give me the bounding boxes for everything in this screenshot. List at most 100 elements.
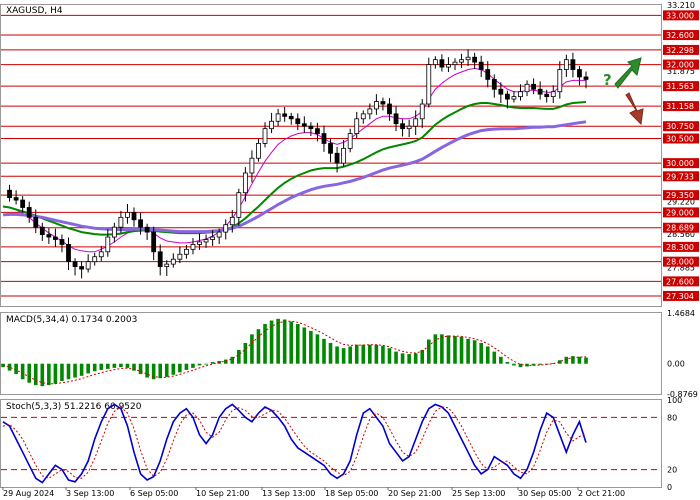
level-badge: 32.298 xyxy=(663,44,699,55)
candle xyxy=(308,122,314,137)
candle xyxy=(7,184,12,202)
candle xyxy=(46,228,52,244)
candle xyxy=(98,245,104,262)
macd-bar xyxy=(531,363,536,366)
level-badge: 28.300 xyxy=(663,241,699,252)
x-tick-label: 30 Sep 05:00 xyxy=(518,489,571,498)
macd-bar xyxy=(158,363,163,379)
macd-bar xyxy=(112,363,117,368)
macd-bar xyxy=(269,320,274,364)
macd-bar xyxy=(374,344,379,364)
candle xyxy=(537,81,543,100)
candle xyxy=(387,98,392,121)
level-badge: 30.500 xyxy=(663,133,699,144)
candle xyxy=(59,234,65,253)
macd-bar xyxy=(145,363,149,378)
candle xyxy=(256,138,261,162)
macd-bar xyxy=(60,363,64,381)
macd-bar xyxy=(20,363,25,380)
candle xyxy=(550,85,556,104)
x-tick-label: 29 Aug 2024 xyxy=(3,489,54,498)
macd-bar xyxy=(125,363,130,368)
level-badge: 28.000 xyxy=(663,256,699,267)
macd-bar xyxy=(73,363,77,378)
macd-bar xyxy=(14,363,18,375)
candle xyxy=(406,119,412,138)
macd-bar xyxy=(53,363,58,384)
macd-bar xyxy=(132,363,136,371)
candle xyxy=(563,54,569,77)
macd-bar xyxy=(178,363,182,373)
macd-bar xyxy=(263,323,267,364)
candle xyxy=(269,112,274,134)
macd-bar xyxy=(394,351,398,364)
macd-bar xyxy=(276,318,280,364)
candle xyxy=(197,233,202,250)
candle xyxy=(105,229,111,257)
candle xyxy=(419,99,425,129)
candle xyxy=(177,246,183,264)
candle xyxy=(216,228,222,244)
macd-bar xyxy=(99,363,104,370)
macd-bar xyxy=(459,336,464,364)
moving-average-line xyxy=(2,101,587,236)
candle xyxy=(478,55,484,77)
macd-bar xyxy=(223,359,228,364)
candle xyxy=(459,53,464,69)
macd-panel-title: MACD(5,34,4) 0.1734 0.2003 xyxy=(6,315,137,325)
candle xyxy=(360,110,366,124)
macd-bar xyxy=(328,342,333,364)
macd-bar xyxy=(426,339,431,364)
level-badge-label: 28.689 xyxy=(666,224,694,233)
macd-bar xyxy=(564,356,569,364)
macd-bar xyxy=(66,363,71,380)
candle xyxy=(92,252,98,266)
candle xyxy=(518,84,523,101)
candle xyxy=(242,167,248,202)
macd-bar xyxy=(335,346,339,364)
level-badge-label: 30.000 xyxy=(666,159,694,168)
level-badge-label: 29.733 xyxy=(666,172,694,181)
candle xyxy=(491,74,497,98)
macd-bar xyxy=(92,363,97,372)
level-badge-label: 29.000 xyxy=(666,208,694,217)
level-badge: 31.158 xyxy=(663,101,699,112)
price-panel-title: XAGUSD, H4 xyxy=(6,6,63,16)
candle xyxy=(249,150,255,183)
up-arrow-icon xyxy=(614,57,642,89)
level-badge-label: 31.563 xyxy=(666,82,694,91)
macd-bar xyxy=(492,351,497,364)
macd-bar xyxy=(250,334,254,364)
level-badge-label: 33.000 xyxy=(666,11,694,20)
candle xyxy=(452,58,458,71)
candle xyxy=(66,237,71,271)
level-badge-label: 27.600 xyxy=(666,277,694,286)
level-badge: 31.563 xyxy=(663,81,699,92)
candle xyxy=(210,230,216,246)
macd-bar xyxy=(33,363,38,386)
level-badge-label: 32.298 xyxy=(666,46,694,55)
question-mark-annotation: ? xyxy=(603,71,612,89)
price-panel: XAGUSD, H4 33.210 31.875 30.000 29.220 28.56… xyxy=(0,1,699,307)
candle xyxy=(498,82,504,104)
macd-tick-label: 0.00 xyxy=(667,360,685,369)
x-tick-label: 6 Sep 05:00 xyxy=(130,489,178,498)
candle xyxy=(354,111,360,139)
level-badge-label: 30.750 xyxy=(666,122,694,131)
macd-bar xyxy=(499,356,503,364)
candle xyxy=(524,80,530,97)
candle xyxy=(190,238,196,255)
macd-bar xyxy=(79,363,84,376)
macd-bar xyxy=(106,363,110,369)
level-badge-label: 28.300 xyxy=(666,243,694,252)
level-badge: 29.733 xyxy=(663,171,699,182)
level-badge: 32.600 xyxy=(663,30,699,41)
macd-bar xyxy=(86,363,90,374)
level-badge-label: 27.304 xyxy=(666,292,694,301)
macd-bar xyxy=(433,334,438,364)
stoch-panel-title: Stoch(5,3,3) 51.2216 60.9520 xyxy=(6,402,142,412)
x-tick-label: 2 Oct 21:00 xyxy=(578,489,625,498)
candle xyxy=(334,146,340,173)
candle xyxy=(485,61,491,88)
macd-bar xyxy=(119,363,123,368)
